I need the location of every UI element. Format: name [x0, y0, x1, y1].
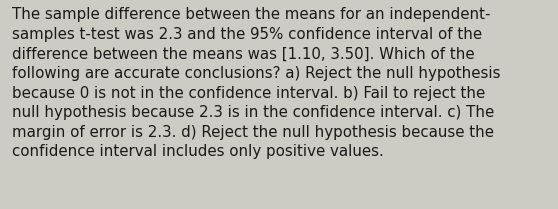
Text: The sample difference between the means for an independent-
samples t-test was 2: The sample difference between the means …: [12, 7, 501, 159]
